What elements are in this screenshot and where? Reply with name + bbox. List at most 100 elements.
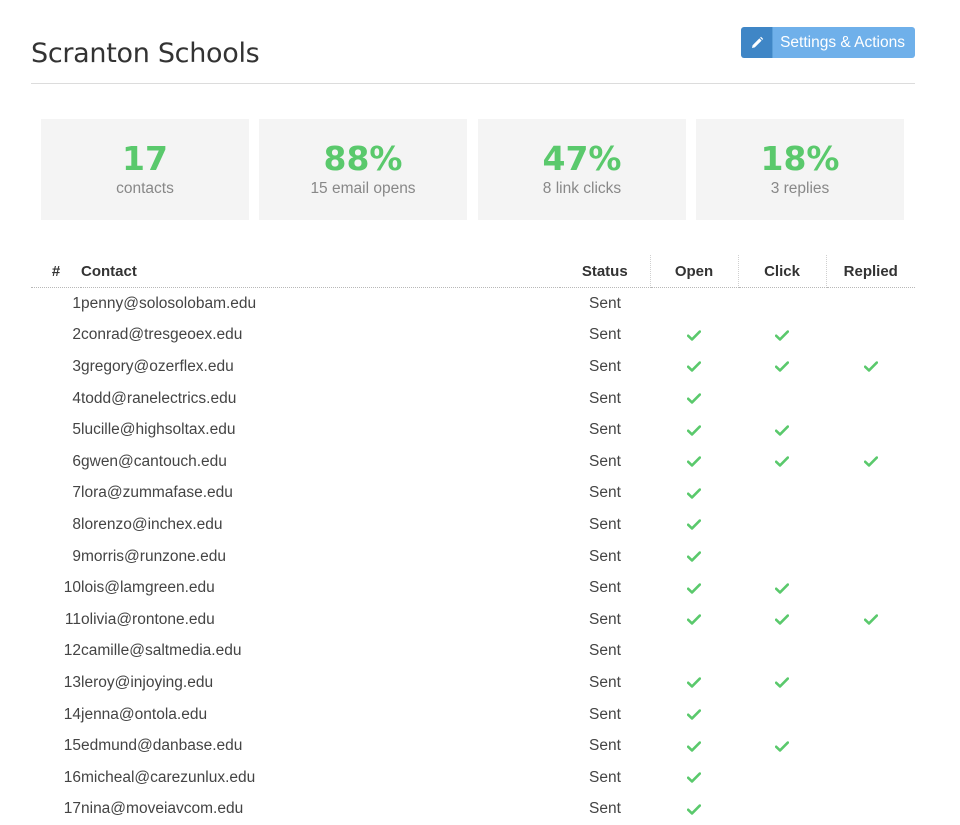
table-header-row: # Contact Status Open Click Replied: [31, 255, 915, 288]
click-cell: [738, 288, 826, 320]
open-cell: [650, 383, 738, 415]
contact-email[interactable]: micheal@carezunlux.edu: [81, 762, 560, 794]
checkmark-icon: [775, 674, 789, 691]
row-number: 7: [31, 478, 81, 510]
row-number: 13: [31, 667, 81, 699]
checkmark-icon: [864, 453, 878, 470]
click-cell: [738, 351, 826, 383]
click-cell: [738, 509, 826, 541]
open-cell: [650, 351, 738, 383]
open-cell: [650, 288, 738, 320]
replied-cell: [826, 446, 915, 478]
stat-label: 3 replies: [696, 180, 904, 198]
column-header-replied[interactable]: Replied: [826, 255, 915, 288]
checkmark-icon: [687, 769, 701, 786]
checkmark-icon: [687, 579, 701, 596]
checkmark-icon: [775, 579, 789, 596]
contact-email[interactable]: leroy@injoying.edu: [81, 667, 560, 699]
open-cell: [650, 572, 738, 604]
stat-value: 88%: [259, 140, 467, 178]
row-number: 1: [31, 288, 81, 320]
checkmark-icon: [687, 484, 701, 501]
column-header-number[interactable]: #: [31, 255, 81, 288]
row-number: 3: [31, 351, 81, 383]
contact-email[interactable]: morris@runzone.edu: [81, 541, 560, 573]
status-label: Sent: [560, 446, 650, 478]
click-cell: [738, 636, 826, 668]
checkmark-icon: [775, 326, 789, 343]
checkmark-icon: [775, 453, 789, 470]
contact-email[interactable]: lois@lamgreen.edu: [81, 572, 560, 604]
checkmark-icon: [687, 706, 701, 723]
contact-email[interactable]: gregory@ozerflex.edu: [81, 351, 560, 383]
checkmark-icon: [687, 611, 701, 628]
replied-cell: [826, 541, 915, 573]
page-header: Scranton Schools Settings & Actions: [31, 0, 915, 84]
column-header-open[interactable]: Open: [650, 255, 738, 288]
replied-cell: [826, 509, 915, 541]
contact-email[interactable]: lucille@highsoltax.edu: [81, 414, 560, 446]
contact-email[interactable]: camille@saltmedia.edu: [81, 636, 560, 668]
contact-email[interactable]: todd@ranelectrics.edu: [81, 383, 560, 415]
contact-email[interactable]: edmund@danbase.edu: [81, 730, 560, 762]
contact-email[interactable]: lorenzo@inchex.edu: [81, 509, 560, 541]
row-number: 6: [31, 446, 81, 478]
status-label: Sent: [560, 351, 650, 383]
click-cell: [738, 794, 826, 825]
contact-email[interactable]: gwen@cantouch.edu: [81, 446, 560, 478]
click-cell: [738, 730, 826, 762]
contact-email[interactable]: conrad@tresgeoex.edu: [81, 320, 560, 352]
checkmark-icon: [687, 453, 701, 470]
replied-cell: [826, 414, 915, 446]
row-number: 10: [31, 572, 81, 604]
status-label: Sent: [560, 509, 650, 541]
click-cell: [738, 414, 826, 446]
stat-value: 18%: [696, 140, 904, 178]
replied-cell: [826, 762, 915, 794]
status-label: Sent: [560, 288, 650, 320]
contact-email[interactable]: penny@solosolobam.edu: [81, 288, 560, 320]
settings-actions-label[interactable]: Settings & Actions: [772, 27, 915, 58]
contact-email[interactable]: lora@zummafase.edu: [81, 478, 560, 510]
contact-email[interactable]: jenna@ontola.edu: [81, 699, 560, 731]
status-label: Sent: [560, 699, 650, 731]
click-cell: [738, 667, 826, 699]
stat-label: contacts: [41, 180, 249, 198]
contact-email[interactable]: nina@moveiavcom.edu: [81, 794, 560, 825]
column-header-click[interactable]: Click: [738, 255, 826, 288]
pencil-icon[interactable]: [741, 27, 772, 58]
row-number: 14: [31, 699, 81, 731]
replied-cell: [826, 572, 915, 604]
checkmark-icon: [687, 326, 701, 343]
checkmark-icon: [687, 516, 701, 533]
replied-cell: [826, 478, 915, 510]
settings-actions-button[interactable]: Settings & Actions: [741, 27, 915, 58]
row-number: 17: [31, 794, 81, 825]
status-label: Sent: [560, 730, 650, 762]
replied-cell: [826, 288, 915, 320]
replied-cell: [826, 699, 915, 731]
column-header-status[interactable]: Status: [560, 255, 650, 288]
column-header-contact[interactable]: Contact: [81, 255, 560, 288]
contact-email[interactable]: olivia@rontone.edu: [81, 604, 560, 636]
click-cell: [738, 572, 826, 604]
